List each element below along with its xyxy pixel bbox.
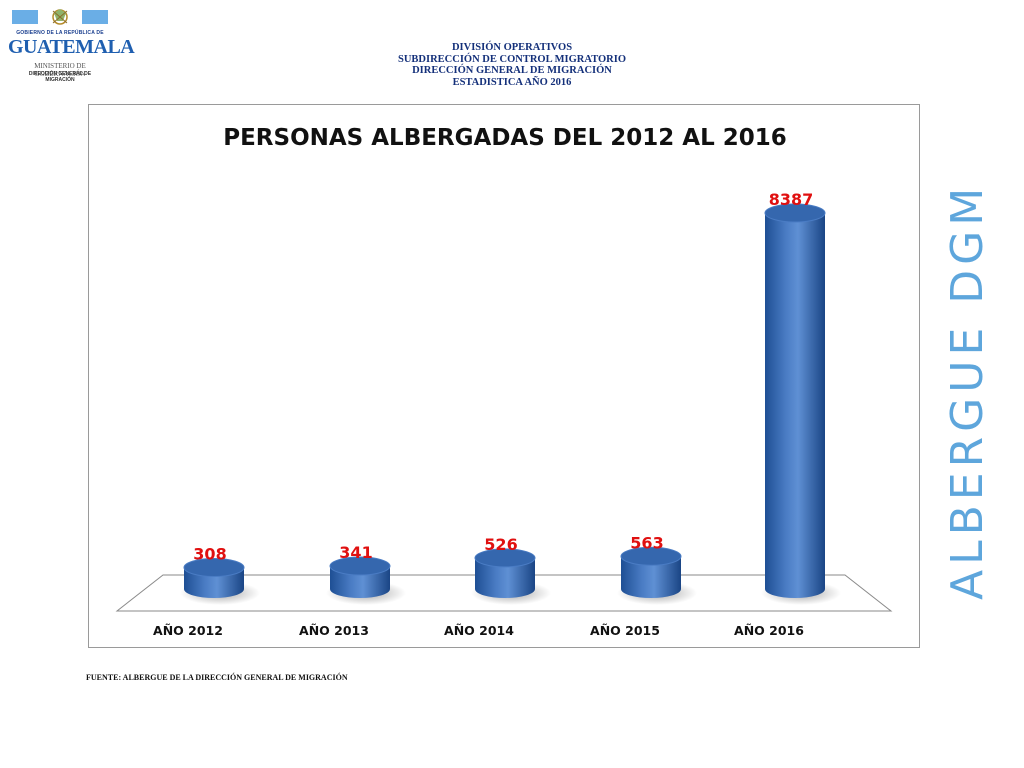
report-header: DIVISIÓN OPERATIVOS SUBDIRECCIÓN DE CONT… [340,42,684,88]
side-watermark-text: ALBERGUE DGM [942,182,993,600]
coat-of-arms-icon [12,9,108,25]
bars-group [180,203,841,605]
category-label: AÑO 2012 [153,623,223,638]
header-line-3: DIRECCIÓN GENERAL DE MIGRACIÓN [412,65,612,76]
guatemala-logo: GOBIERNO DE LA REPÚBLICA DE GUATEMALA MI… [8,4,135,88]
logo-directorate-line1: DIRECCIÓN GENERAL DE [28,71,92,77]
logo-ministry: MINISTERIO DE GOBERNACIÓN [34,62,86,78]
category-labels-group: AÑO 2012 AÑO 2013 AÑO 2014 AÑO 2015 AÑO 2016 [153,623,804,638]
bar-año-2015 [617,546,697,605]
bar-body [475,557,535,598]
value-label: 341 [339,543,372,562]
logo-name: GUATEMALA [8,36,135,58]
bar-año-2014 [471,548,551,605]
logo-directorate: DIRECCIÓN GENERAL DE MIGRACIÓN [8,71,112,83]
logo-top-text: GOBIERNO DE LA REPÚBLICA DE [16,30,104,36]
logo-directorate-line2: MIGRACIÓN [45,77,75,83]
chart-title: PERSONAS ALBERGADAS DEL 2012 AL 2016 [223,125,787,151]
category-label: AÑO 2016 [734,623,804,638]
bar-top [183,557,245,577]
value-label: 308 [193,544,226,563]
bar-año-2012 [180,557,260,605]
bar-top [474,548,536,568]
header-line-2: SUBDIRECCIÓN DE CONTROL MIGRATORIO [397,53,627,65]
category-label: AÑO 2014 [444,623,514,638]
bar-body [621,556,681,598]
bar-año-2013 [326,556,406,605]
bar-chart: PERSONAS ALBERGADAS DEL 2012 AL 2016 308… [115,125,893,638]
value-labels-group: 308 341 526 563 8387 [193,190,813,563]
header-line-1: DIVISIÓN OPERATIVOS [451,42,573,53]
header-line-4: ESTADISTICA AÑO 2016 [452,76,572,88]
bar-top [620,546,682,566]
bar-año-2016 [761,203,841,605]
chart-frame: PERSONAS ALBERGADAS DEL 2012 AL 2016 308… [88,104,920,648]
value-label: 8387 [769,190,814,209]
category-label: AÑO 2015 [590,623,660,638]
source-note: FUENTE: ALBERGUE DE LA DIRECCIÓN GENERAL… [86,673,348,682]
category-label: AÑO 2013 [299,623,369,638]
bar-top [764,203,826,223]
bar-body [765,213,825,598]
value-label: 526 [484,535,517,554]
bar-top [329,556,391,576]
value-label: 563 [630,533,663,552]
